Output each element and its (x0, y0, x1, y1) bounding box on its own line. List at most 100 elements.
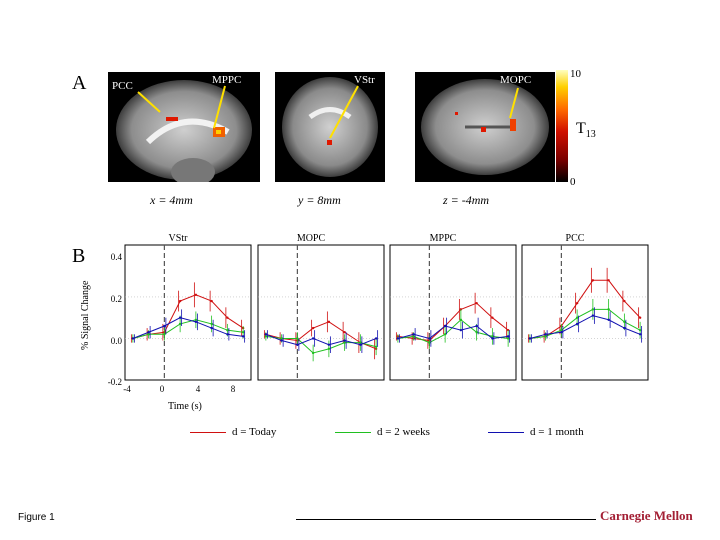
y-tick: -0.2 (107, 377, 122, 387)
data-point (459, 328, 463, 332)
data-point (311, 337, 315, 340)
data-point (638, 328, 642, 332)
data-point (296, 343, 299, 346)
data-point (327, 320, 331, 324)
data-point (591, 279, 595, 282)
data-point (359, 343, 362, 346)
data-point (296, 337, 299, 340)
roi-label-mppc: MPPC (212, 74, 242, 86)
y-tick: 0.0 (110, 336, 122, 346)
data-point (575, 316, 579, 319)
data-point (491, 335, 494, 338)
data-point (374, 345, 378, 348)
data-point (623, 326, 626, 330)
legend-swatch-2weeks (335, 431, 371, 433)
data-point (544, 333, 547, 336)
data-point (459, 318, 463, 321)
x-axis-label: Time (s) (168, 401, 202, 412)
chart-panel-mopc: MOPC (257, 233, 385, 381)
legend-swatch-1month (488, 431, 524, 433)
x-tick: 8 (230, 384, 236, 394)
panel-frame (521, 244, 649, 381)
colorbar-stat-label: T13 (576, 120, 596, 140)
series-line-d-today (397, 302, 509, 342)
data-point (638, 316, 642, 319)
roi-label-mopc: MOPC (500, 74, 532, 86)
data-point (475, 331, 478, 334)
data-point (343, 339, 346, 342)
data-point (560, 331, 563, 334)
data-point (163, 324, 166, 328)
data-point (210, 326, 213, 330)
data-point (280, 337, 283, 340)
data-point (327, 347, 331, 351)
data-point (264, 335, 268, 338)
roi-label-pcc: PCC (112, 80, 133, 92)
data-point (412, 335, 415, 338)
data-point (575, 322, 579, 326)
series-line-d-2-weeks (397, 319, 509, 344)
series-line-d-today (529, 279, 641, 339)
data-point (443, 333, 447, 336)
data-point (491, 337, 494, 340)
chart-panel-pcc: PCC (521, 233, 649, 381)
data-point (280, 339, 283, 342)
data-point (343, 341, 346, 344)
data-point (591, 308, 595, 311)
data-point (475, 301, 478, 305)
legend-label-1month: d = 1 month (530, 426, 584, 438)
data-point (623, 320, 626, 324)
data-point (178, 316, 182, 319)
slice-label-z: z = -4mm (443, 193, 490, 207)
footer-rule (296, 519, 596, 520)
colorbar (556, 70, 568, 182)
panel-a-letter: A (72, 72, 87, 94)
data-point (264, 333, 268, 336)
legend-item-1month: d = 1 month (488, 426, 584, 438)
series-line-d-1-month (529, 315, 641, 339)
roi-label-vstr: VStr (354, 74, 375, 86)
data-point (428, 341, 431, 344)
axial-slice-image (415, 72, 555, 182)
colorbar-max: 10 (570, 68, 581, 80)
arrow-mopc (509, 87, 519, 119)
data-point (131, 337, 135, 340)
data-point (396, 337, 400, 340)
chart-panel-mppc: MPPC (389, 233, 517, 381)
data-point (241, 335, 245, 338)
figure-caption: Figure 1 (18, 512, 55, 523)
chart-title-pcc: PCC (566, 233, 585, 244)
data-point (163, 333, 166, 336)
data-point (147, 331, 150, 334)
data-point (607, 279, 610, 282)
chart-title-mppc: MPPC (430, 233, 457, 244)
series-line-d-1-month (132, 317, 244, 339)
panel-b-letter: B (72, 245, 86, 267)
x-tick: 0 (159, 384, 165, 394)
slice-label-y: y = 8mm (298, 193, 341, 207)
slice-label-x: x = 4mm (150, 193, 193, 207)
legend-item-2weeks: d = 2 weeks (335, 426, 430, 438)
series-line-d-2-weeks (529, 308, 641, 339)
data-point (443, 324, 447, 328)
series-line-d-1-month (397, 325, 509, 340)
legend-swatch-today (190, 431, 226, 433)
data-point (343, 331, 346, 334)
series-line-d-1-month (265, 333, 377, 346)
data-point (544, 335, 547, 338)
data-point (194, 293, 198, 297)
data-point (506, 335, 510, 338)
data-point (607, 308, 610, 311)
legend-item-today: d = Today (190, 426, 276, 438)
data-point (459, 308, 463, 311)
carnegie-mellon-logo: Carnegie Mellon (600, 508, 693, 523)
legend-label-today: d = Today (232, 426, 277, 438)
data-point (210, 299, 213, 303)
data-point (623, 299, 626, 303)
arrow-mppc (213, 85, 226, 129)
data-point (528, 337, 532, 340)
y-tick: 0.2 (110, 294, 122, 304)
data-point (607, 318, 610, 321)
colorbar-stat-sub: 13 (585, 129, 596, 141)
